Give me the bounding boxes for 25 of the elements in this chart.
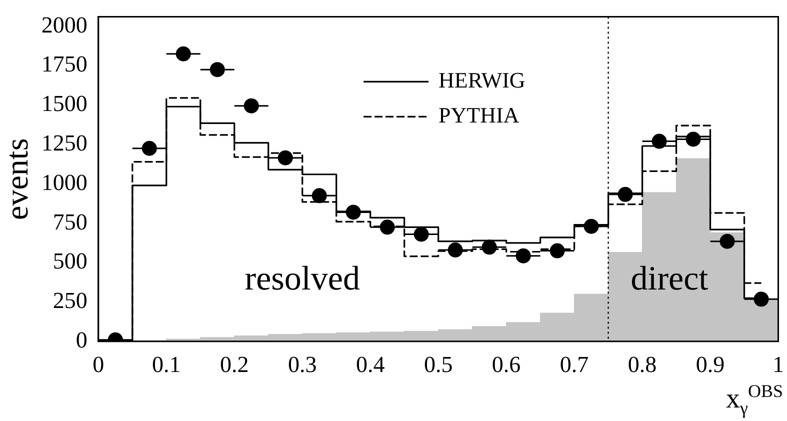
y-tick-label: 1750 [41,52,88,77]
x-tick-label: 0.1 [152,352,181,378]
x-tick-label: 0.6 [492,352,521,378]
y-tick-label: 0 [76,327,88,352]
y-tick-label: 500 [52,248,88,274]
x-tick-label: 0.2 [220,352,249,378]
x-tick-label: 0.3 [288,352,317,378]
legend-label: PYTHIA [438,102,520,128]
y-tick-label: 1500 [41,91,88,116]
legend-label: HERWIG [438,68,526,92]
x-tick-label: 0.8 [628,352,657,378]
y-tick-label: 250 [52,288,88,314]
y-tick-label: 1000 [41,170,88,195]
y-axis-title: events [0,138,35,220]
x-tick-label: 0.7 [560,352,589,378]
x-tick-label: 0 [92,352,104,378]
x-tick-label: 0.9 [696,352,725,378]
y-tick-label: 2000 [41,12,88,38]
x-tick-label: 1 [772,352,784,378]
x-tick-label: 0.5 [424,352,453,378]
x-tick-label: 0.4 [356,352,386,378]
annotation: resolved [244,260,360,298]
y-tick-label: 750 [52,209,88,234]
y-tick-label: 1250 [41,130,88,156]
annotation: direct [630,260,709,298]
